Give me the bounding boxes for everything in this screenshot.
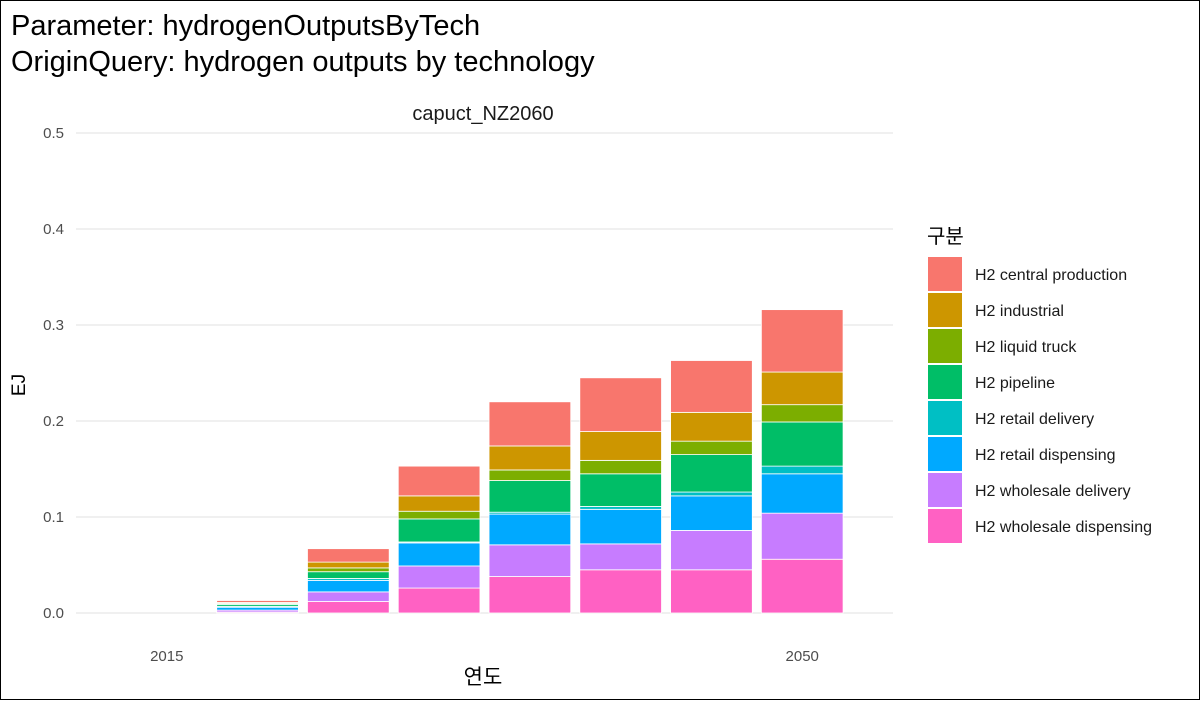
bar-segment xyxy=(488,576,572,614)
bar-segment xyxy=(579,377,662,432)
bar-segment xyxy=(397,510,481,520)
bar-segment xyxy=(670,569,753,614)
bar-segment xyxy=(216,606,299,611)
bar-segment xyxy=(579,543,662,571)
bar-segment xyxy=(579,506,662,510)
y-tick-label: 0.2 xyxy=(43,413,64,430)
bar-segment xyxy=(670,454,753,493)
chart-title-line-1: Parameter: hydrogenOutputsByTech xyxy=(11,10,480,42)
bar-segment xyxy=(488,513,572,546)
bar-segment xyxy=(760,512,844,560)
bar-segment xyxy=(307,571,390,579)
y-tick-label: 0.0 xyxy=(43,605,64,622)
bar-segment xyxy=(397,518,481,543)
facet-label: capuct_NZ2060 xyxy=(412,103,553,125)
x-axis-label: 연도 xyxy=(464,666,503,689)
bar-segment xyxy=(670,440,753,456)
bar-segment xyxy=(397,495,481,512)
legend-label: H2 retail dispensing xyxy=(975,447,1116,464)
y-tick-labels: 0.0 0.1 0.2 0.3 0.4 0.5 xyxy=(43,125,64,622)
bar-segment xyxy=(307,601,390,614)
bar-segment xyxy=(579,431,662,461)
bar-segment xyxy=(488,445,572,471)
chart-title-line-2: OriginQuery: hydrogen outputs by technol… xyxy=(11,46,595,78)
x-tick-label: 2015 xyxy=(150,648,183,665)
y-tick-label: 0.4 xyxy=(43,221,64,238)
legend-swatch xyxy=(928,293,962,327)
bar-segment xyxy=(216,600,299,603)
bar-segment xyxy=(670,530,753,571)
legend-swatch xyxy=(928,329,962,363)
x-tick-label: 2050 xyxy=(786,648,819,665)
legend-label: H2 central production xyxy=(975,267,1127,284)
legend-swatch xyxy=(928,473,962,507)
bar-segment xyxy=(488,544,572,577)
bar-segment xyxy=(670,495,753,531)
y-tick-label: 0.3 xyxy=(43,317,64,334)
bar-segment xyxy=(579,459,662,475)
grid-lines xyxy=(76,132,893,614)
legend-title: 구분 xyxy=(927,226,964,248)
legend-swatch xyxy=(928,437,962,471)
bar-segment xyxy=(760,404,844,423)
legend-label: H2 liquid truck xyxy=(975,339,1077,356)
legend-swatch xyxy=(928,509,962,543)
y-axis-label: EJ xyxy=(9,374,30,396)
bar-segment xyxy=(579,569,662,614)
bar-segment xyxy=(760,309,844,373)
legend-label: H2 pipeline xyxy=(975,375,1055,392)
y-tick-label: 0.5 xyxy=(43,125,64,142)
bar-segment xyxy=(307,548,390,563)
legend-label: H2 wholesale dispensing xyxy=(975,519,1152,536)
bar-segment xyxy=(397,465,481,497)
bar-segment xyxy=(670,411,753,442)
legend-swatch xyxy=(928,401,962,435)
x-tick-labels: 2015 2050 xyxy=(150,648,819,665)
bar-segment xyxy=(760,421,844,467)
legend-swatch xyxy=(928,365,962,399)
bar-segment xyxy=(488,401,572,447)
bar-segment xyxy=(579,508,662,545)
bar-segment xyxy=(760,371,844,406)
bar-segment xyxy=(488,480,572,513)
bar-segment xyxy=(307,579,390,593)
bar-segment xyxy=(670,491,753,497)
bar-segment xyxy=(307,567,390,573)
legend-label: H2 industrial xyxy=(975,303,1064,320)
legend: H2 central production H2 industrial H2 liq… xyxy=(928,257,1152,543)
bar-segment xyxy=(670,360,753,413)
bar-segment xyxy=(397,565,481,589)
legend-label: H2 retail delivery xyxy=(975,411,1094,428)
bars-group xyxy=(216,309,844,614)
y-tick-label: 0.1 xyxy=(43,509,64,526)
bar-segment xyxy=(760,558,844,614)
legend-swatch xyxy=(928,257,962,291)
bar-segment xyxy=(760,473,844,514)
bar-segment xyxy=(397,542,481,567)
bar-segment xyxy=(760,465,844,475)
legend-label: H2 wholesale delivery xyxy=(975,483,1131,500)
bar-segment xyxy=(579,473,662,507)
bar-segment xyxy=(397,587,481,614)
bar-segment xyxy=(488,469,572,481)
bar-segment xyxy=(307,561,390,569)
bar-segment xyxy=(307,591,390,602)
